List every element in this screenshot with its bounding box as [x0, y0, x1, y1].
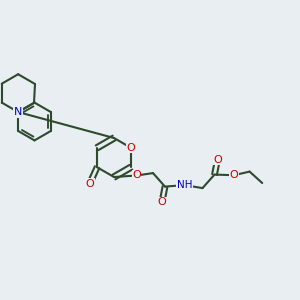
Text: O: O	[127, 143, 135, 153]
Text: NH: NH	[177, 180, 192, 190]
Text: O: O	[158, 197, 166, 207]
Text: O: O	[230, 170, 238, 180]
Text: O: O	[132, 170, 141, 181]
Text: O: O	[85, 179, 94, 189]
Text: O: O	[213, 154, 222, 165]
Text: N: N	[14, 107, 22, 117]
